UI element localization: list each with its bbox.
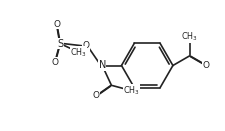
Text: O: O bbox=[52, 58, 58, 67]
Text: CH$_3$: CH$_3$ bbox=[181, 30, 198, 43]
Text: S: S bbox=[57, 39, 63, 49]
Text: O: O bbox=[202, 61, 209, 70]
Text: CH$_3$: CH$_3$ bbox=[70, 46, 87, 59]
Text: N: N bbox=[99, 61, 106, 70]
Text: O: O bbox=[93, 91, 100, 100]
Text: O: O bbox=[53, 20, 60, 29]
Text: CH$_3$: CH$_3$ bbox=[123, 84, 140, 97]
Text: O: O bbox=[82, 41, 89, 50]
